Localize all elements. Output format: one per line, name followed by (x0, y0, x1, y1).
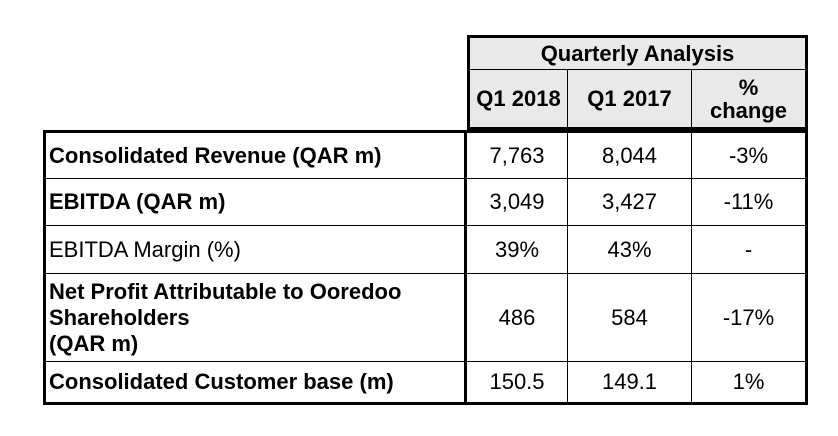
row-label: Net Profit Attributable to Ooredoo Shareh… (46, 274, 467, 361)
q1-2017-value: 8,044 (568, 133, 692, 178)
q1-2017-value: 3,427 (568, 179, 692, 225)
column-header-q1-2017: Q1 2017 (568, 70, 692, 130)
q1-2017-value: 584 (568, 274, 692, 361)
q1-2018-value: 3,049 (467, 179, 568, 225)
column-header-q1-2018: Q1 2018 (467, 70, 568, 130)
table-row: Net Profit Attributable to Ooredoo Shareh… (46, 274, 805, 362)
percent-change-value: -3% (728, 142, 769, 168)
row-label: EBITDA Margin (%) (46, 226, 467, 273)
percent-change-value: -17% (722, 304, 775, 330)
q1-2017-value: 149.1 (568, 362, 692, 402)
table-row: EBITDA (QAR m) 3,049 3,427 -11% (46, 179, 805, 226)
row-label-text: Net Profit Attributable to Ooredoo Shareh… (49, 278, 402, 356)
row-label: EBITDA (QAR m) (46, 179, 467, 225)
quarterly-analysis-header: Quarterly Analysis (467, 35, 808, 70)
row-label: Consolidated Customer base (m) (46, 362, 467, 402)
q1-2018-value: 486 (467, 274, 568, 361)
column-header-percent-change: % change (692, 70, 808, 130)
table-row: EBITDA Margin (%) 39% 43% - (46, 226, 805, 274)
percent-change-value: 1% (732, 369, 765, 394)
q1-2017-value: 43% (568, 226, 692, 273)
q1-2018-value: 39% (467, 226, 568, 273)
q1-2018-value: 7,763 (467, 133, 568, 178)
percent-change-value: - (744, 236, 753, 262)
table-row: Consolidated Customer base (m) 150.5 149… (46, 362, 805, 402)
table-body: Consolidated Revenue (QAR m) 7,763 8,044… (43, 130, 808, 405)
percent-change-value: -11% (723, 189, 774, 214)
row-label: Consolidated Revenue (QAR m) (46, 133, 467, 178)
table-row: Consolidated Revenue (QAR m) 7,763 8,044… (46, 133, 805, 179)
q1-2018-value: 150.5 (467, 362, 568, 402)
